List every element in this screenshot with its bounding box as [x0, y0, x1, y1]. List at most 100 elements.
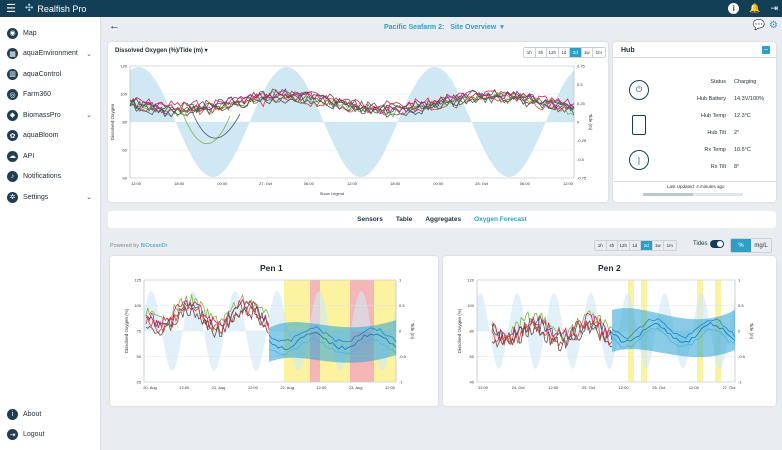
range-1w-button[interactable]: 1w [582, 48, 593, 57]
x-tick-label: 12:00 [385, 385, 396, 390]
sidebar-item-settings[interactable]: ✲ Settings ⌄ [0, 187, 100, 208]
environment-icon: ▦ [7, 48, 18, 60]
range-1m-button[interactable]: 1m [595, 50, 602, 55]
x-tick-label: 22. Aug [280, 385, 294, 390]
sidebar-item-aquabloom[interactable]: ✿ aquaBloom [0, 126, 100, 147]
pen2-title: Pen 2 [598, 263, 621, 273]
bell-icon[interactable]: 🔔 [749, 3, 761, 13]
sidebar-item-aquaenvironment[interactable]: ▦ aquaEnvironment ⌄ [0, 44, 100, 65]
view-name[interactable]: Site Overview [450, 24, 497, 31]
range-1d-button[interactable]: 1d [559, 48, 570, 57]
range-1h-button[interactable]: 1h [595, 241, 607, 250]
pen1-series-line [145, 300, 270, 332]
x-tick-label: 12:00 [248, 385, 259, 390]
y2-tick-label: -0.25 [577, 138, 587, 143]
main-header: ← Pacific Seafarm 2: Site Overview ▾ 💬 ⚙ [101, 17, 782, 39]
x-tick-label: 20. Aug [143, 385, 157, 390]
pen2-series-line [491, 312, 613, 342]
tilt-icon: ❘ [629, 150, 649, 170]
sidebar-item-aquacontrol[interactable]: ▥ aquaControl [0, 64, 100, 85]
y2-tick-label: 0.5 [399, 303, 405, 308]
range-1h-button[interactable]: 1h [524, 48, 536, 57]
y-tick-label: 40 [470, 380, 475, 385]
x-tick-label: 24. Oct [512, 385, 526, 390]
minimize-icon[interactable]: – [762, 46, 770, 54]
sidebar-item-label: About [23, 410, 42, 418]
unit-percent-button[interactable]: % [731, 239, 751, 252]
y2-tick-label: -0.5 [738, 354, 746, 359]
divider [613, 181, 776, 182]
sidebar-item-logout[interactable]: ⇥ Logout [0, 425, 100, 446]
hub-panel: Hub – ⏻ ❘ Status Charging Hub Battery 14.3… [613, 42, 776, 202]
sidebar-item-about[interactable]: i About [0, 404, 100, 425]
back-arrow-icon[interactable]: ← [109, 20, 120, 32]
bioceandr-logo: BiOceanDr [140, 243, 168, 249]
sidebar-item-label: Logout [23, 431, 45, 439]
logout-icon[interactable]: ⇥ [770, 3, 778, 13]
site-selector[interactable]: Pacific Seafarm 2: Site Overview ▾ [384, 23, 504, 31]
pen2-chart-svg: 120 100 80 60 40 1 0.5 0 -0.5 -1 12:00 24. Oct 12:00… [457, 278, 754, 391]
chart-title[interactable]: Dissolved Oxygen (%)/Tide (m) ▾ [115, 48, 208, 54]
hub-scroll-thumb[interactable] [643, 193, 693, 196]
app-name: Realfish Pro [37, 3, 87, 14]
y2-tick-label: 0.5 [577, 82, 583, 87]
battery-icon [632, 115, 646, 135]
forecast-line [611, 318, 736, 340]
unit-buttons: % mg/L [730, 238, 772, 253]
x-tick-label: 28. Oct [475, 181, 489, 186]
plug-icon: ⏻ [629, 80, 649, 100]
x-tick-label: 12:00 [689, 385, 700, 390]
farm360-icon: ◎ [7, 89, 18, 101]
hub-row-tilt: Hub Tilt 2° [707, 130, 740, 136]
bloom-icon: ✿ [7, 130, 18, 142]
info-icon[interactable]: i [728, 3, 740, 14]
hub-row-rx-temp: Rx Temp 10.5°C [704, 147, 751, 153]
gear-icon[interactable]: ⚙ [769, 20, 778, 31]
range-12h-button[interactable]: 12h [618, 241, 630, 250]
forecast-line [268, 326, 397, 343]
range-4h-button[interactable]: 4h [536, 48, 547, 57]
sidebar-item-farm360[interactable]: ◎ Farm360 [0, 85, 100, 106]
sidebar-item-api[interactable]: ☁ API [0, 146, 100, 167]
forecast-line [268, 337, 397, 356]
unit-mgl-button[interactable]: mg/L [754, 242, 768, 249]
sidebar-item-label: aquaEnvironment [23, 50, 78, 58]
chat-icon[interactable]: 💬 [752, 20, 766, 31]
hamburger-menu-icon[interactable]: ☰ [6, 3, 16, 15]
y-tick-label: 100 [134, 303, 141, 308]
pen2-panel: Pen 2 120 100 80 60 40 1 0.5 0 -0.5 -1 12:00 24. Oc… [443, 256, 776, 406]
sidebar-item-map[interactable]: ◉ Map [0, 23, 100, 44]
tab-aggregates[interactable]: Aggregates [425, 216, 462, 223]
tab-table[interactable]: Table [395, 216, 413, 223]
y-tick-label: 60 [123, 148, 128, 153]
range-1w-button[interactable]: 1w [653, 241, 664, 250]
range-1m-button[interactable]: 1m [666, 243, 673, 248]
y2-axis-label: Tide (m) [410, 323, 415, 340]
y2-tick-label: -0.5 [399, 354, 407, 359]
range-4h-button[interactable]: 4h [607, 241, 618, 250]
y-axis-label: Dissolved Oxygen [110, 103, 115, 140]
series-line [129, 94, 575, 119]
range-12h-button[interactable]: 12h [547, 48, 559, 57]
y2-tick-label: 0.5 [738, 303, 744, 308]
tides-switch[interactable] [710, 240, 725, 248]
hub-scroll[interactable] [643, 193, 743, 196]
y2-tick-label: -0.5 [577, 157, 585, 162]
tab-sensors[interactable]: Sensors [357, 216, 383, 223]
y-tick-label: 50 [137, 354, 142, 359]
range-1d-button[interactable]: 1d [630, 241, 641, 250]
tides-toggle[interactable]: Tides [693, 240, 725, 248]
range-2d-button[interactable]: 2d [570, 48, 582, 57]
tab-oxygen-forecast[interactable]: Oxygen Forecast [474, 216, 527, 223]
sidebar-item-label: API [23, 152, 35, 160]
range-2d-button[interactable]: 2d [641, 241, 653, 250]
chevron-down-icon: ⌄ [86, 50, 92, 58]
hub-row-status: Status Charging [710, 79, 757, 85]
y-tick-label: 75 [137, 329, 142, 334]
sidebar-item-notifications[interactable]: ♪ Notifications [0, 167, 100, 188]
x-tick-label: 27. Oct [259, 181, 273, 186]
series-line [129, 88, 575, 112]
pen1-series-line [145, 305, 270, 339]
sidebar-item-biomasspro[interactable]: ◆ BiomassPro ⌄ [0, 105, 100, 126]
x-tick-label: 27. Oct [723, 385, 737, 390]
